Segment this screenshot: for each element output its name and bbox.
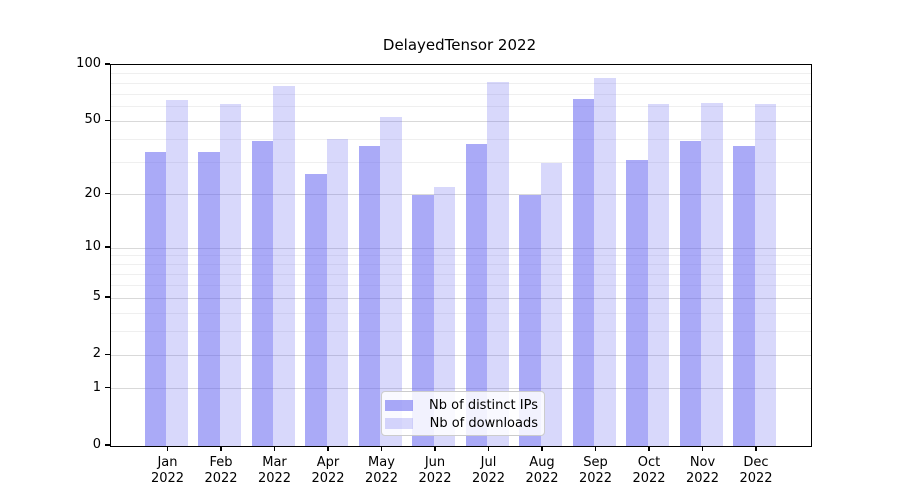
bar-downloads-May xyxy=(380,116,402,446)
plot-area xyxy=(109,64,812,447)
y-tick-mark-100 xyxy=(104,63,110,65)
legend-item-distinct-ips: Nb of distinct IPs xyxy=(385,396,538,414)
x-tick-mark-Feb xyxy=(220,446,222,451)
gridline-major-2 xyxy=(110,354,811,356)
bar-distinct-ips-May xyxy=(358,145,381,446)
y-tick-mark-5 xyxy=(104,296,110,298)
y-tick-label-20: 20 xyxy=(84,185,101,201)
bar-distinct-ips-Jan xyxy=(144,152,167,446)
gridline-minor-4 xyxy=(110,312,811,314)
x-tick-label-Jun: Jun 2022 xyxy=(418,455,452,486)
y-tick-label-50: 50 xyxy=(84,112,101,128)
bar-distinct-ips-Apr xyxy=(305,173,327,446)
gridline-major-1 xyxy=(110,388,811,390)
y-tick-label-0: 0 xyxy=(92,437,101,452)
legend-label-distinct-ips: Nb of distinct IPs xyxy=(429,397,538,413)
y-tick-mark-0 xyxy=(104,444,110,446)
bar-distinct-ips-Dec xyxy=(733,145,755,446)
x-tick-mark-Jun xyxy=(434,446,436,451)
x-tick-label-Mar: Mar 2022 xyxy=(257,455,292,486)
y-tick-mark-50 xyxy=(104,119,110,122)
gridline-minor-3 xyxy=(110,331,811,333)
gridline-major-5 xyxy=(110,297,811,299)
bar-downloads-Feb xyxy=(219,103,242,446)
x-tick-mark-Apr xyxy=(327,446,329,451)
gridline-major-10 xyxy=(110,247,811,249)
legend: Nb of distinct IPs Nb of downloads xyxy=(381,391,545,436)
y-tick-label-100: 100 xyxy=(76,56,101,71)
bar-downloads-Sep xyxy=(594,78,616,446)
legend-swatch-downloads xyxy=(385,417,413,429)
gridline-minor-80 xyxy=(110,82,811,84)
bar-distinct-ips-Nov xyxy=(679,141,702,446)
gridline-minor-40 xyxy=(110,138,811,140)
x-tick-mark-Dec xyxy=(755,446,757,451)
gridline-minor-70 xyxy=(110,93,811,95)
x-tick-mark-Jan xyxy=(166,446,169,451)
bar-downloads-Nov xyxy=(701,102,723,446)
gridline-minor-60 xyxy=(110,106,811,108)
bar-downloads-Jul xyxy=(487,82,509,446)
bar-distinct-ips-Jul xyxy=(465,143,488,446)
y-tick-label-2: 2 xyxy=(92,346,101,362)
gridline-minor-6 xyxy=(110,284,811,286)
y-tick-mark-1 xyxy=(104,387,110,389)
gridline-minor-8 xyxy=(110,264,811,266)
x-tick-label-Sep: Sep 2022 xyxy=(578,455,613,486)
x-tick-mark-Oct xyxy=(648,446,650,451)
bar-distinct-ips-Jun xyxy=(412,194,434,446)
gridline-minor-30 xyxy=(110,162,811,163)
gridline-major-20 xyxy=(110,194,811,196)
chart-title: DelayedTensor 2022 xyxy=(382,36,537,54)
legend-item-downloads: Nb of downloads xyxy=(385,414,538,432)
bar-downloads-Jan xyxy=(166,100,188,446)
y-tick-mark-2 xyxy=(104,353,110,355)
x-tick-label-Aug: Aug 2022 xyxy=(525,455,559,486)
bar-downloads-Apr xyxy=(326,139,349,446)
bar-distinct-ips-Aug xyxy=(519,194,541,446)
x-tick-label-Jan: Jan 2022 xyxy=(150,455,185,486)
x-tick-mark-May xyxy=(380,446,383,451)
x-tick-mark-Jul xyxy=(487,446,490,451)
gridline-minor-90 xyxy=(110,73,811,75)
bar-downloads-Oct xyxy=(647,103,670,446)
x-tick-mark-Nov xyxy=(701,446,704,451)
x-tick-mark-Sep xyxy=(594,446,597,451)
x-tick-label-Oct: Oct 2022 xyxy=(632,455,666,486)
gridline-major-50 xyxy=(110,120,811,122)
legend-label-downloads: Nb of downloads xyxy=(429,415,538,431)
y-tick-label-5: 5 xyxy=(92,289,101,305)
bar-downloads-Jun xyxy=(433,187,456,446)
x-tick-label-Jul: Jul 2022 xyxy=(471,455,506,486)
x-tick-mark-Mar xyxy=(273,446,276,451)
bar-downloads-Mar xyxy=(273,86,295,446)
x-tick-label-Dec: Dec 2022 xyxy=(739,455,773,486)
y-tick-label-10: 10 xyxy=(84,239,101,255)
y-tick-label-1: 1 xyxy=(92,379,101,395)
plot-inner xyxy=(110,65,811,446)
bar-distinct-ips-Mar xyxy=(251,141,274,446)
bar-distinct-ips-Feb xyxy=(198,152,220,446)
gridline-minor-9 xyxy=(110,255,811,257)
bar-distinct-ips-Oct xyxy=(626,159,648,446)
gridline-minor-7 xyxy=(110,273,811,275)
y-tick-mark-20 xyxy=(104,193,110,195)
x-tick-label-Apr: Apr 2022 xyxy=(311,455,345,486)
x-tick-label-Nov: Nov 2022 xyxy=(685,455,720,486)
legend-swatch-distinct-ips xyxy=(385,399,413,411)
x-tick-label-May: May 2022 xyxy=(364,455,399,486)
bar-distinct-ips-Sep xyxy=(572,98,595,446)
x-tick-label-Feb: Feb 2022 xyxy=(204,455,238,486)
bar-downloads-Dec xyxy=(754,103,777,446)
y-tick-mark-10 xyxy=(104,246,110,248)
bar-downloads-Aug xyxy=(540,162,563,446)
x-tick-mark-Aug xyxy=(541,446,543,451)
